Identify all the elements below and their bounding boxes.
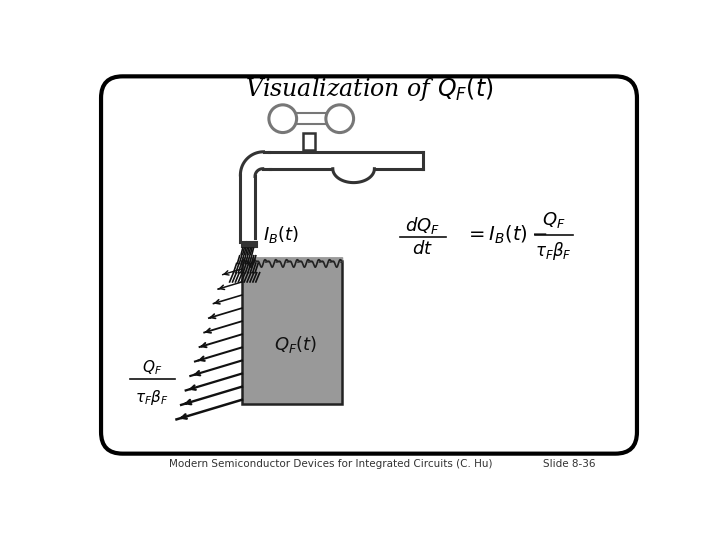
Text: $Q_F$: $Q_F$: [542, 210, 566, 230]
Text: $\tau_F\beta_F$: $\tau_F\beta_F$: [135, 388, 168, 407]
Text: Modern Semiconductor Devices for Integrated Circuits (C. Hu): Modern Semiconductor Devices for Integra…: [168, 458, 492, 469]
Text: Slide 8-36: Slide 8-36: [543, 458, 595, 469]
Text: $\tau_F \beta_F$: $\tau_F \beta_F$: [536, 240, 572, 262]
Text: $I_B(t)$: $I_B(t)$: [263, 224, 299, 245]
Circle shape: [326, 105, 354, 132]
Text: $dt$: $dt$: [413, 240, 433, 258]
Text: $Q_F(t)$: $Q_F(t)$: [274, 334, 318, 355]
Text: $dQ_F$: $dQ_F$: [405, 215, 441, 236]
Bar: [242, 261, 342, 403]
Text: Visualization of $Q_F(t)$: Visualization of $Q_F(t)$: [245, 76, 493, 104]
Text: $= I_B(t) -$: $= I_B(t) -$: [465, 224, 548, 246]
Text: $Q_F$: $Q_F$: [142, 358, 162, 377]
Bar: [283, 113, 340, 124]
FancyBboxPatch shape: [101, 76, 637, 454]
Bar: [303, 132, 315, 150]
Circle shape: [269, 105, 297, 132]
